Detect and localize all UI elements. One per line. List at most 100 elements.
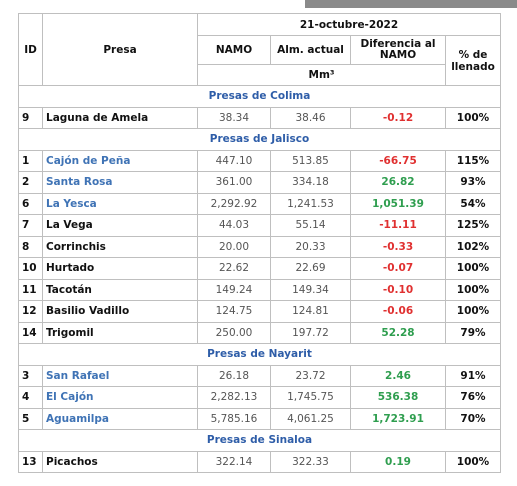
- section-title: Presas de Colima: [18, 85, 501, 108]
- namo: 250.00: [197, 321, 271, 344]
- namo-header: NAMO: [197, 35, 271, 65]
- pct-header: % de llenado: [445, 35, 501, 86]
- dam-id: 8: [18, 235, 43, 258]
- llenado: 91%: [445, 364, 501, 387]
- presa-header: Presa: [42, 13, 198, 86]
- llenado: 100%: [445, 257, 501, 280]
- dam-name: La Vega: [42, 214, 198, 237]
- dam-id: 13: [18, 450, 43, 473]
- llenado: 70%: [445, 407, 501, 430]
- diferencia: -0.33: [350, 235, 446, 258]
- llenado: 102%: [445, 235, 501, 258]
- diferencia: -0.07: [350, 257, 446, 280]
- dam-row: 6 La Yesca 2,292.92 1,241.53 1,051.39 54%: [18, 192, 501, 215]
- image-strip: [305, 0, 517, 8]
- llenado: 93%: [445, 171, 501, 194]
- dam-id: 10: [18, 257, 43, 280]
- diferencia: -0.12: [350, 106, 446, 129]
- namo: 5,785.16: [197, 407, 271, 430]
- dam-id: 7: [18, 214, 43, 237]
- diferencia: 1,723.91: [350, 407, 446, 430]
- namo: 26.18: [197, 364, 271, 387]
- alm-actual: 149.34: [270, 278, 351, 301]
- dam-row: 1 Cajón de Peña 447.10 513.85 -66.75 115%: [18, 149, 501, 172]
- namo: 2,292.92: [197, 192, 271, 215]
- dam-row: 4 El Cajón 2,282.13 1,745.75 536.38 76%: [18, 386, 501, 409]
- dam-row: 5 Aguamilpa 5,785.16 4,061.25 1,723.91 70%: [18, 407, 501, 430]
- alm-actual: 22.69: [270, 257, 351, 280]
- dam-name: Picachos: [42, 450, 198, 473]
- unit-header: Mm³: [197, 64, 446, 86]
- diferencia: -66.75: [350, 149, 446, 172]
- dam-row: 12 Basilio Vadillo 124.75 124.81 -0.06 100%: [18, 300, 501, 323]
- diferencia: 1,051.39: [350, 192, 446, 215]
- dif-header: Diferencia al NAMO: [350, 35, 446, 65]
- dam-id: 3: [18, 364, 43, 387]
- dam-row: 14 Trigomil 250.00 197.72 52.28 79%: [18, 321, 501, 344]
- alm-actual: 334.18: [270, 171, 351, 194]
- diferencia: 26.82: [350, 171, 446, 194]
- llenado: 100%: [445, 106, 501, 129]
- dams-table: ID Presa 21-octubre-2022 NAMO Alm. actua…: [18, 13, 501, 473]
- dam-name: Basilio Vadillo: [42, 300, 198, 323]
- llenado: 54%: [445, 192, 501, 215]
- llenado: 79%: [445, 321, 501, 344]
- llenado: 115%: [445, 149, 501, 172]
- dam-id: 12: [18, 300, 43, 323]
- dam-id: 11: [18, 278, 43, 301]
- alm-actual: 20.33: [270, 235, 351, 258]
- diferencia: -0.06: [350, 300, 446, 323]
- section-row: Presas de Sinaloa: [18, 429, 501, 452]
- dam-id: 4: [18, 386, 43, 409]
- namo: 38.34: [197, 106, 271, 129]
- dam-name: Tacotán: [42, 278, 198, 301]
- section-row: Presas de Jalisco: [18, 128, 501, 151]
- llenado: 100%: [445, 450, 501, 473]
- alm-actual: 55.14: [270, 214, 351, 237]
- dam-id: 14: [18, 321, 43, 344]
- namo: 447.10: [197, 149, 271, 172]
- diferencia: 536.38: [350, 386, 446, 409]
- dam-id: 9: [18, 106, 43, 129]
- namo: 20.00: [197, 235, 271, 258]
- dam-name: San Rafael: [42, 364, 198, 387]
- alm-actual: 1,745.75: [270, 386, 351, 409]
- dam-id: 6: [18, 192, 43, 215]
- dam-row: 8 Corrinchis 20.00 20.33 -0.33 102%: [18, 235, 501, 258]
- alm-actual: 124.81: [270, 300, 351, 323]
- table-body: Presas de Colima 9 Laguna de Amela 38.34 38.…: [18, 85, 501, 473]
- diferencia: 52.28: [350, 321, 446, 344]
- dam-name: Santa Rosa: [42, 171, 198, 194]
- namo: 149.24: [197, 278, 271, 301]
- diferencia: -0.10: [350, 278, 446, 301]
- dam-name: Corrinchis: [42, 235, 198, 258]
- dam-row: 11 Tacotán 149.24 149.34 -0.10 100%: [18, 278, 501, 301]
- date-header: 21-octubre-2022: [197, 13, 501, 36]
- namo: 44.03: [197, 214, 271, 237]
- dam-name: Aguamilpa: [42, 407, 198, 430]
- dam-id: 2: [18, 171, 43, 194]
- llenado: 76%: [445, 386, 501, 409]
- alm-actual: 23.72: [270, 364, 351, 387]
- alm-actual: 322.33: [270, 450, 351, 473]
- dam-row: 10 Hurtado 22.62 22.69 -0.07 100%: [18, 257, 501, 280]
- section-row: Presas de Colima: [18, 85, 501, 108]
- dam-id: 1: [18, 149, 43, 172]
- dam-name: El Cajón: [42, 386, 198, 409]
- alm-header: Alm. actual: [270, 35, 351, 65]
- id-header: ID: [18, 13, 43, 86]
- section-title: Presas de Sinaloa: [18, 429, 501, 452]
- section-row: Presas de Nayarit: [18, 343, 501, 366]
- namo: 22.62: [197, 257, 271, 280]
- alm-actual: 1,241.53: [270, 192, 351, 215]
- llenado: 125%: [445, 214, 501, 237]
- llenado: 100%: [445, 300, 501, 323]
- llenado: 100%: [445, 278, 501, 301]
- dam-row: 9 Laguna de Amela 38.34 38.46 -0.12 100%: [18, 106, 501, 129]
- dam-name: Cajón de Peña: [42, 149, 198, 172]
- alm-actual: 38.46: [270, 106, 351, 129]
- dam-name: Laguna de Amela: [42, 106, 198, 129]
- section-title: Presas de Jalisco: [18, 128, 501, 151]
- alm-actual: 513.85: [270, 149, 351, 172]
